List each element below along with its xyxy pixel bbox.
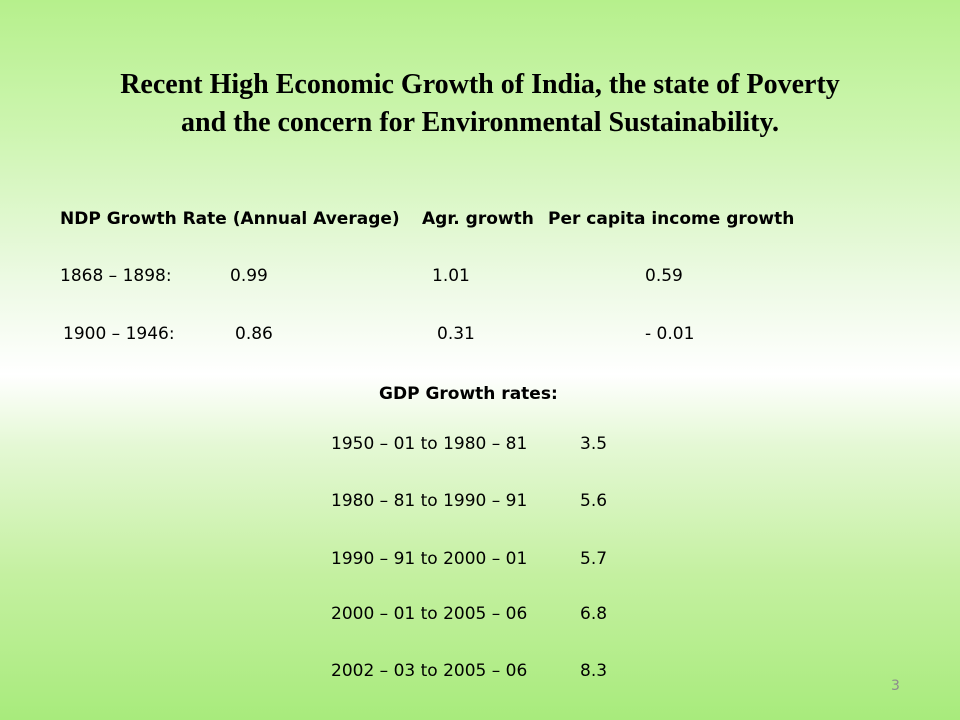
gdp-period-cell: 1950 – 01 to 1980 – 81 (331, 434, 528, 454)
gdp-rate-cell: 3.5 (580, 434, 608, 454)
title-line-2: and the concern for Environmental Sustai… (181, 107, 779, 138)
header-ndp-growth: NDP Growth Rate (Annual Average) (60, 209, 400, 229)
gdp-row: 2000 – 01 to 2005 – 06 6.8 (0, 604, 960, 628)
gdp-rate-cell: 5.7 (580, 549, 608, 569)
page-number: 3 (891, 678, 900, 694)
gdp-row: 2002 – 03 to 2005 – 06 8.3 (0, 661, 960, 685)
historical-header-row: NDP Growth Rate (Annual Average) Agr. gr… (0, 209, 960, 233)
period-cell: 1868 – 1898: (60, 266, 172, 286)
gdp-period-cell: 2000 – 01 to 2005 – 06 (331, 604, 528, 624)
ndp-cell: 0.86 (235, 324, 273, 344)
gdp-row: 1980 – 81 to 1990 – 91 5.6 (0, 491, 960, 515)
header-agr-growth: Agr. growth (422, 209, 534, 229)
period-cell: 1900 – 1946: (63, 324, 175, 344)
gdp-rate-cell: 6.8 (580, 604, 608, 624)
title-line-1: Recent High Economic Growth of India, th… (120, 69, 840, 100)
agr-cell: 1.01 (432, 266, 470, 286)
gdp-period-cell: 1990 – 91 to 2000 – 01 (331, 549, 528, 569)
agr-cell: 0.31 (437, 324, 475, 344)
ndp-cell: 0.99 (230, 266, 268, 286)
gdp-rate-cell: 8.3 (580, 661, 608, 681)
gdp-period-cell: 1980 – 81 to 1990 – 91 (331, 491, 528, 511)
gdp-row: 1990 – 91 to 2000 – 01 5.7 (0, 549, 960, 573)
header-per-capita-growth: Per capita income growth (548, 209, 795, 229)
gdp-rate-cell: 5.6 (580, 491, 608, 511)
per-capita-cell: - 0.01 (645, 324, 695, 344)
historical-row: 1900 – 1946: 0.86 0.31 - 0.01 (0, 324, 960, 348)
gdp-heading-text: GDP Growth rates: (379, 384, 558, 404)
per-capita-cell: 0.59 (645, 266, 683, 286)
slide-title: Recent High Economic Growth of India, th… (40, 66, 920, 142)
gdp-row: 1950 – 01 to 1980 – 81 3.5 (0, 434, 960, 458)
gdp-period-cell: 2002 – 03 to 2005 – 06 (331, 661, 528, 681)
historical-row: 1868 – 1898: 0.99 1.01 0.59 (0, 266, 960, 290)
